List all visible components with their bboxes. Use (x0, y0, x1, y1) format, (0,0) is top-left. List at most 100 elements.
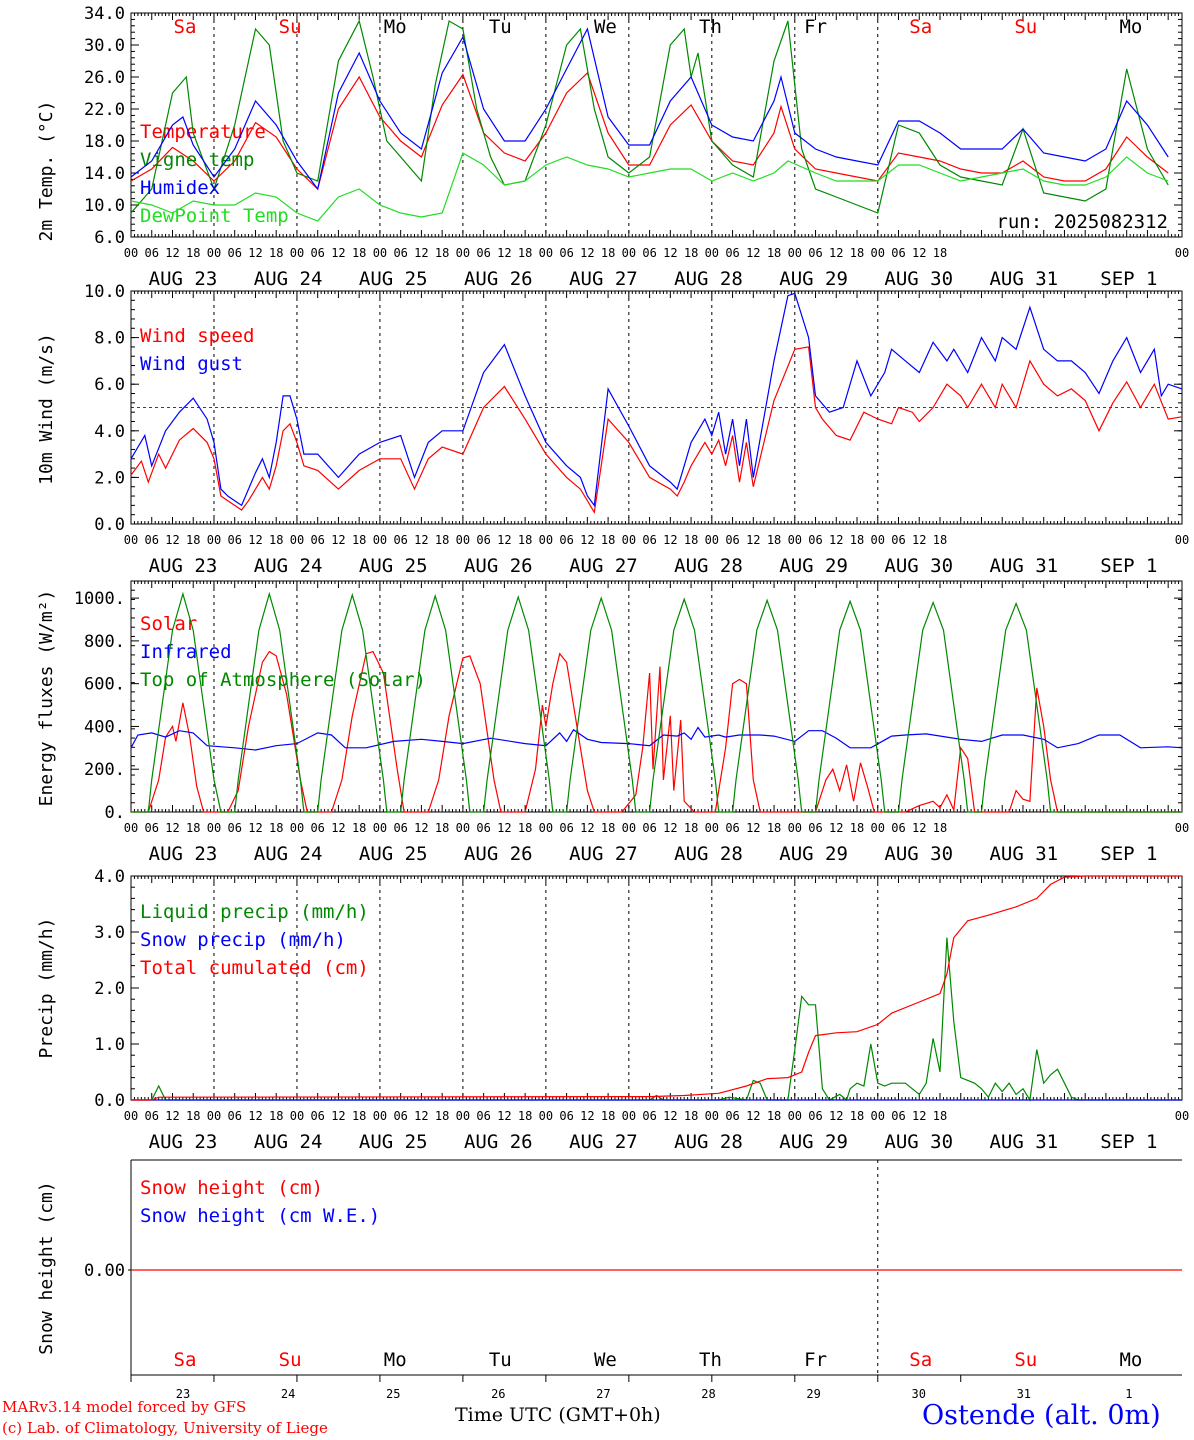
time-axis-label: Time UTC (GMT+0h) (455, 1404, 661, 1426)
hour-tick-label: 18 (518, 821, 532, 835)
series-line-total-cumulated-cm- (131, 875, 1182, 1101)
hour-tick-label: 18 (767, 821, 781, 835)
hour-tick-label: 00 (705, 821, 719, 835)
hour-tick-label: 00 (124, 246, 138, 260)
hour-tick-label: 00 (788, 821, 802, 835)
hour-tick-label: 00 (207, 246, 221, 260)
hour-tick-label: 12 (580, 533, 594, 547)
y-axis-label: Energy fluxes (W/m²) (36, 590, 57, 807)
hour-tick-label: 12 (829, 533, 843, 547)
model-credit: MARv3.14 model forced by GFS (2, 1398, 247, 1416)
date-label: AUG 27 (569, 843, 638, 865)
y-axis-label: Precip (mm/h) (36, 918, 57, 1059)
hour-tick-label: 12 (165, 533, 179, 547)
legend-entry: Vigne temp (140, 149, 254, 171)
day-number-label: 24 (281, 1387, 295, 1400)
y-tick-label: 0.00 (84, 1261, 125, 1281)
y-tick-label: 8.0 (94, 329, 125, 349)
hour-tick-label: 12 (580, 1109, 594, 1123)
hour-tick-label: 12 (912, 246, 926, 260)
hour-tick-label: 06 (891, 821, 905, 835)
hour-tick-label: 18 (684, 1109, 698, 1123)
date-label: AUG 26 (464, 1131, 533, 1153)
hour-tick-label: 06 (642, 246, 656, 260)
y-tick-label: 18.0 (84, 132, 125, 152)
hour-tick-label: 00 (290, 1109, 304, 1123)
weekday-label: Mo (384, 1349, 407, 1371)
weekday-label: Tu (489, 16, 512, 38)
hour-tick-label: 06 (145, 1109, 159, 1123)
hour-tick-label: 00 (871, 821, 885, 835)
legend-entry: Total cumulated (cm) (140, 957, 369, 979)
y-tick-label: 4.0 (94, 867, 125, 887)
y-tick-label: 2.0 (94, 979, 125, 999)
hour-tick-label: 06 (808, 821, 822, 835)
hour-tick-label: 12 (497, 1109, 511, 1123)
hour-tick-label: 18 (601, 821, 615, 835)
y-tick-label: 1.0 (94, 1035, 125, 1055)
day-number-label: 26 (491, 1387, 505, 1400)
y-tick-label: 400. (84, 717, 125, 737)
date-label: AUG 25 (359, 1131, 428, 1153)
date-label: AUG 24 (254, 268, 323, 290)
day-number-label: 23 (176, 1387, 190, 1400)
hour-tick-label: 12 (414, 821, 428, 835)
y-tick-label: 4.0 (94, 422, 125, 442)
hour-tick-label: 18 (684, 533, 698, 547)
hour-tick-label: 00 (539, 246, 553, 260)
hour-tick-label: 00 (373, 1109, 387, 1123)
hour-tick-label: 00 (705, 1109, 719, 1123)
hour-tick-label: 12 (414, 246, 428, 260)
plot-frame (130, 12, 1183, 238)
weekday-label: Fr (804, 1349, 827, 1371)
hour-tick-label: 18 (435, 246, 449, 260)
hour-tick-label: 00 (871, 246, 885, 260)
hour-tick-label: 18 (269, 1109, 283, 1123)
hour-tick-label: 06 (393, 1109, 407, 1123)
y-tick-label: 22.0 (84, 100, 125, 120)
date-label: SEP 1 (1100, 268, 1157, 290)
legend-entry: Snow height (cm W.E.) (140, 1205, 380, 1227)
hour-tick-label: 00 (373, 533, 387, 547)
legend-entry: Snow precip (mm/h) (140, 929, 346, 951)
hour-tick-label: 12 (248, 246, 262, 260)
hour-tick-label: 06 (227, 821, 241, 835)
hour-tick-label: 12 (165, 1109, 179, 1123)
hour-tick-label: 00 (290, 821, 304, 835)
hour-tick-label: 12 (331, 533, 345, 547)
hour-tick-label: 12 (497, 821, 511, 835)
hour-tick-label: 06 (891, 246, 905, 260)
date-label: AUG 26 (464, 843, 533, 865)
hour-tick-label: 12 (829, 821, 843, 835)
hour-tick-label: 18 (933, 821, 947, 835)
date-label: AUG 28 (674, 1131, 743, 1153)
hour-tick-label: 12 (165, 246, 179, 260)
hour-tick-label: 06 (145, 246, 159, 260)
weekday-label: Sa (909, 16, 932, 38)
hour-tick-label: 18 (601, 533, 615, 547)
date-label: AUG 31 (989, 1131, 1058, 1153)
panel-2: 00 06 12 18 00 06 12 18 00 06 12 18 00 06 12 18 00 06 12 18… (36, 282, 1189, 577)
hour-tick-label: 12 (497, 533, 511, 547)
hour-tick-label: 00 (788, 1109, 802, 1123)
hour-tick-label: 00 (622, 821, 636, 835)
legend-entry: Humidex (140, 177, 220, 199)
y-axis-label: 2m Temp. (°C) (36, 101, 57, 242)
hour-tick-label: 06 (559, 246, 573, 260)
date-label: AUG 25 (359, 843, 428, 865)
date-label: AUG 31 (989, 268, 1058, 290)
hour-tick-label: 06 (393, 533, 407, 547)
y-axis-label: 10m Wind (m/s) (36, 333, 57, 485)
y-tick-label: 0. (105, 803, 125, 823)
y-axis-label: Snow height (cm) (36, 1181, 57, 1354)
date-label: AUG 29 (779, 555, 848, 577)
date-label: AUG 27 (569, 268, 638, 290)
date-label: AUG 28 (674, 555, 743, 577)
weekday-label: Th (699, 16, 722, 38)
weekday-label: Sa (909, 1349, 932, 1371)
date-label: AUG 30 (884, 268, 953, 290)
hour-tick-label: 06 (642, 821, 656, 835)
hour-tick-label: 18 (933, 533, 947, 547)
series-line-infrared (130, 726, 1183, 751)
